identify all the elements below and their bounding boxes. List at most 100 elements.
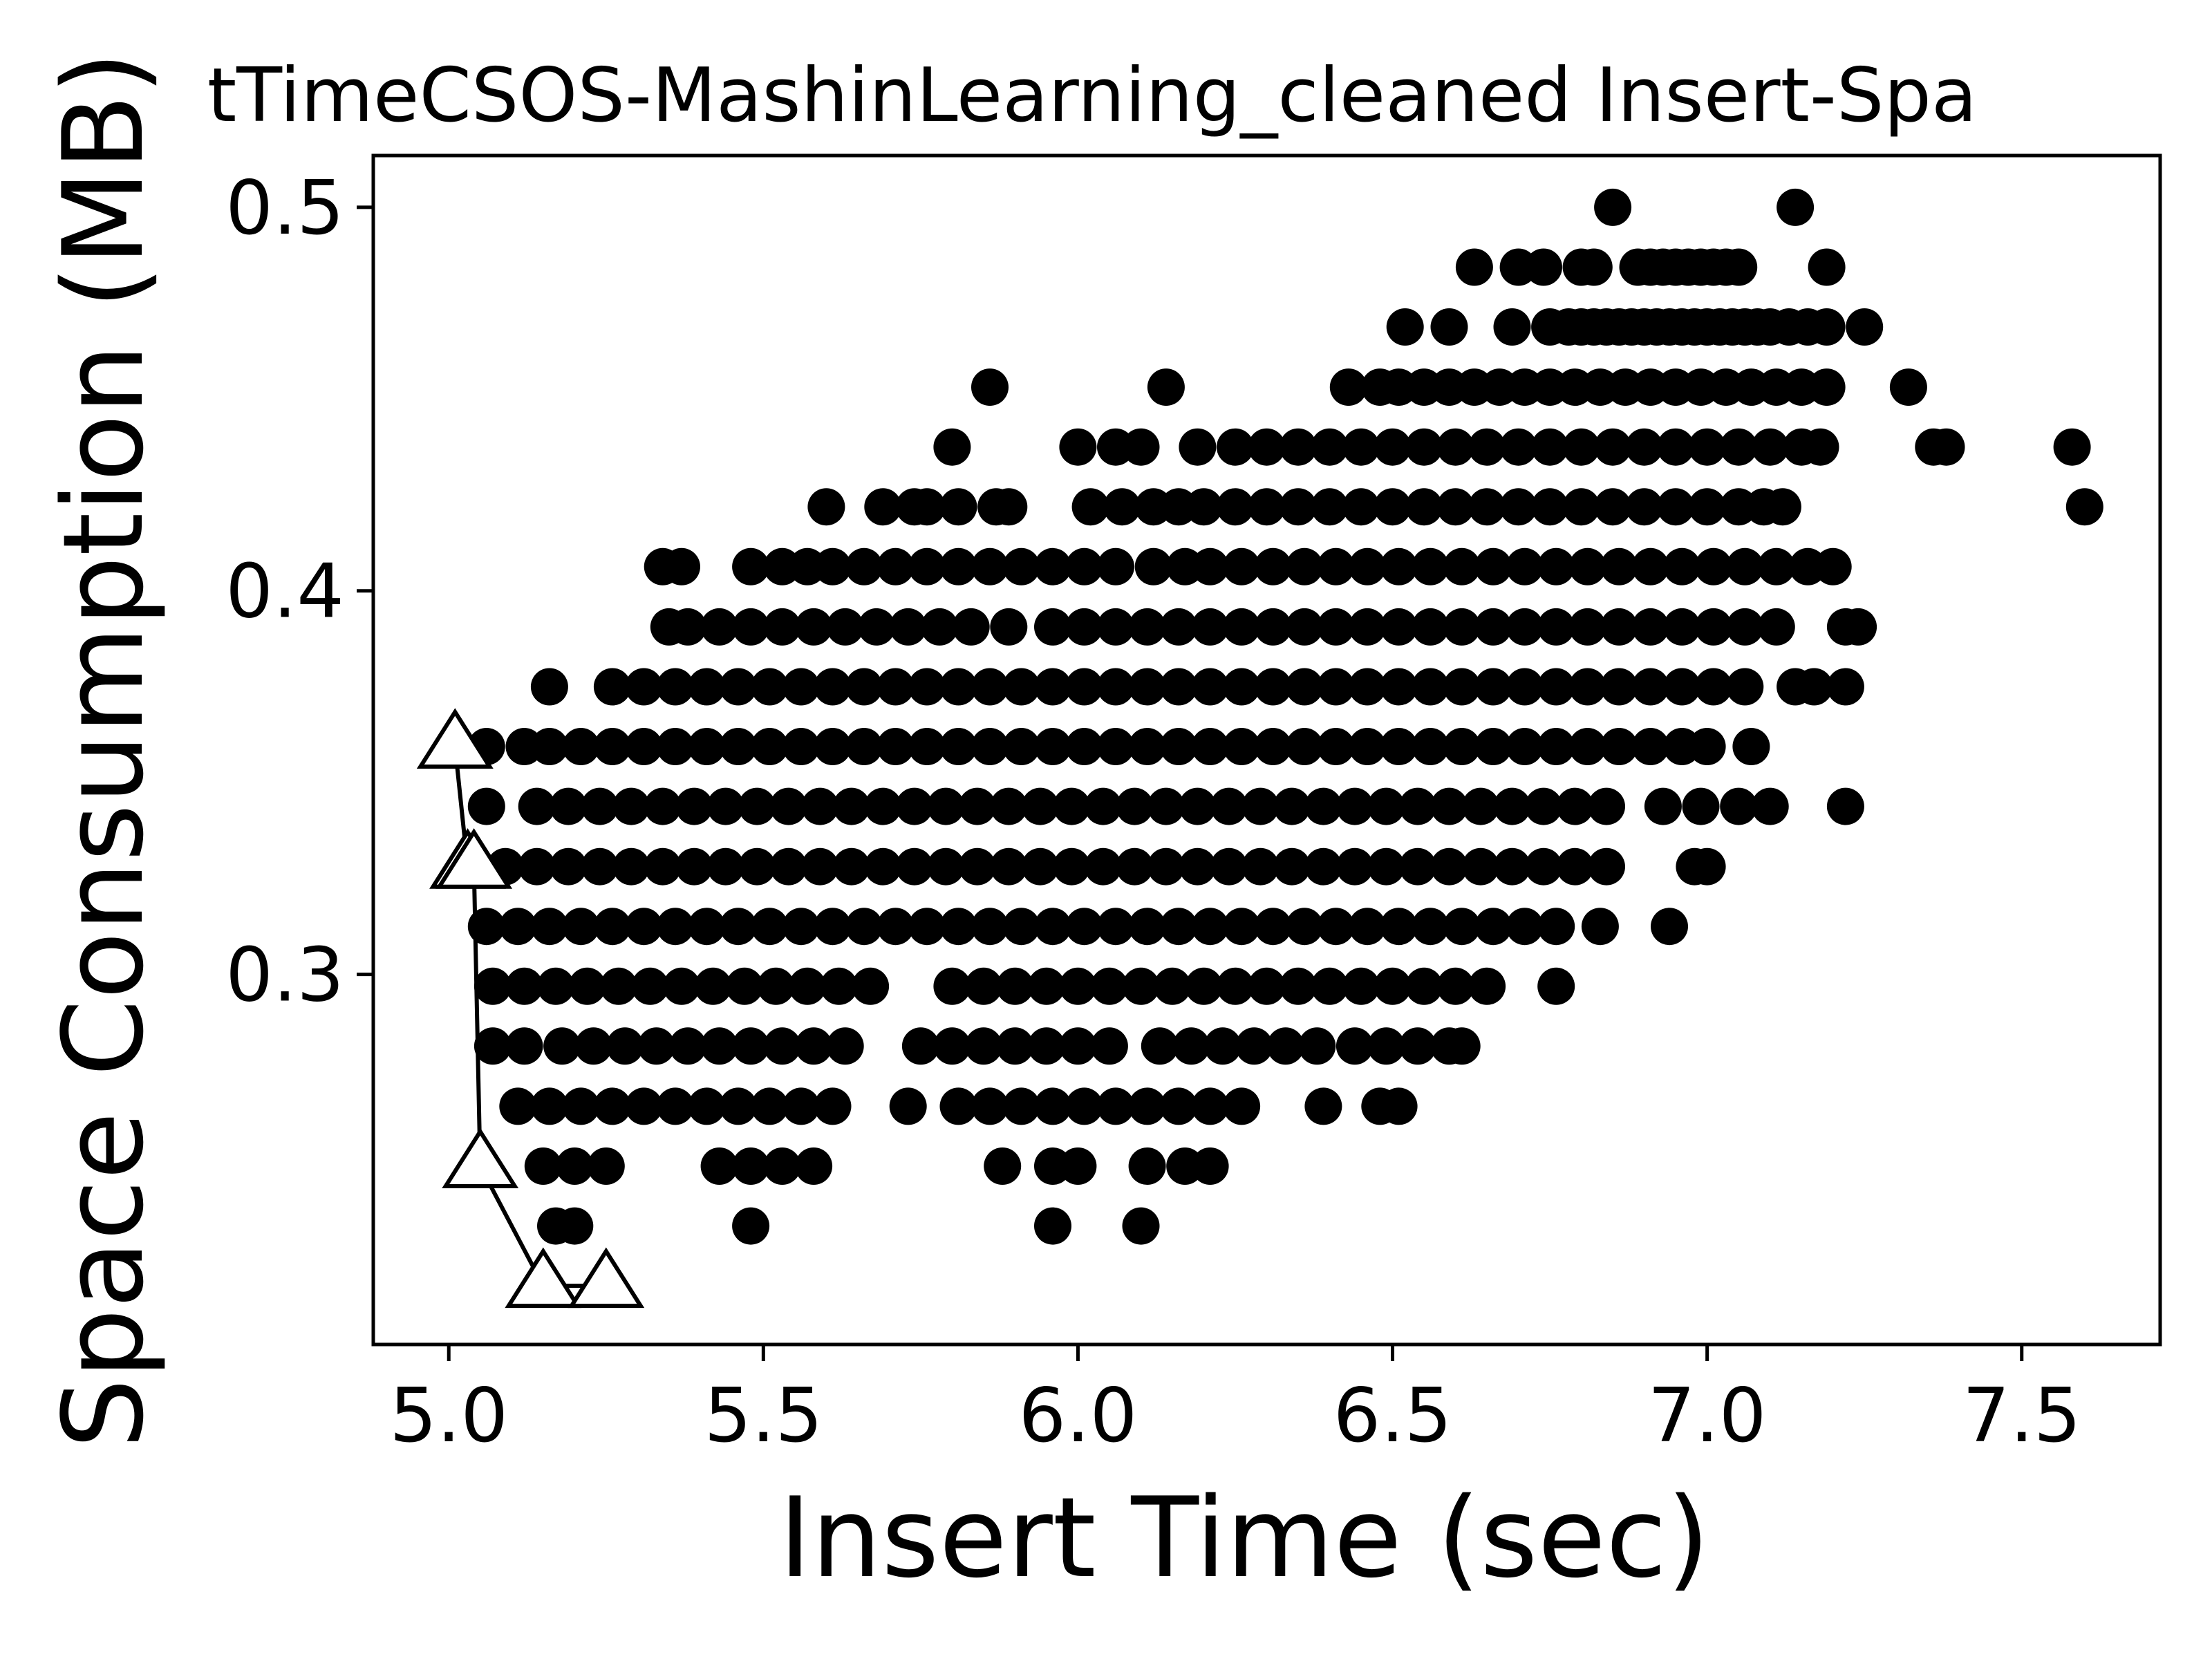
- data-point-7-10: [952, 608, 990, 646]
- data-point-8-35: [1663, 668, 1701, 706]
- data-point-14-15: [996, 1027, 1034, 1065]
- data-point-8-10: [877, 668, 915, 706]
- data-point-6-6: [845, 547, 883, 585]
- data-point-12-12: [845, 908, 883, 946]
- data-point-9-23: [1191, 728, 1229, 765]
- data-point-13-29: [1436, 967, 1474, 1005]
- data-point-10-34: [1556, 787, 1594, 825]
- data-point-9-6: [656, 728, 694, 765]
- data-point-8-37: [1726, 668, 1764, 706]
- data-point-11-8: [738, 847, 776, 885]
- data-point-14-21: [1203, 1027, 1241, 1065]
- data-point-12-3: [562, 908, 600, 946]
- data-point-9-20: [1097, 728, 1134, 765]
- data-point-12-22: [1160, 908, 1198, 946]
- data-point-13-12: [852, 967, 890, 1005]
- data-point-10-36: [1644, 787, 1682, 825]
- data-point-5-4: [939, 488, 977, 526]
- data-point-9-31: [1443, 728, 1481, 765]
- data-point-12-4: [593, 908, 631, 946]
- data-point-7-22: [1349, 608, 1387, 646]
- data-point-10-20: [1116, 787, 1154, 825]
- data-point-12-5: [625, 908, 663, 946]
- data-point-10-21: [1147, 787, 1185, 825]
- data-point-15-0: [499, 1087, 537, 1125]
- data-point-10-18: [1053, 787, 1091, 825]
- data-point-13-9: [757, 967, 795, 1005]
- data-point-4-6: [1248, 428, 1286, 466]
- data-point-8-29: [1474, 668, 1512, 706]
- data-point-15-8: [751, 1087, 789, 1125]
- data-point-1-13: [1720, 248, 1758, 286]
- data-point-6-23: [1380, 547, 1418, 585]
- data-point-6-37: [1814, 547, 1852, 585]
- data-point-14-9: [763, 1027, 801, 1065]
- data-point-4-26: [1927, 428, 1965, 466]
- data-point-9-37: [1631, 728, 1669, 765]
- data-point-8-28: [1443, 668, 1481, 706]
- data-point-6-25: [1443, 547, 1481, 585]
- data-point-11-34: [1556, 847, 1594, 885]
- data-point-13-14: [964, 967, 1002, 1005]
- data-point-5-21: [1499, 488, 1537, 526]
- data-point-7-21: [1317, 608, 1355, 646]
- data-point-8-14: [1002, 668, 1040, 706]
- frontier-point-4: [505, 1247, 582, 1309]
- data-point-7-11: [990, 608, 1028, 646]
- data-point-5-15: [1311, 488, 1349, 526]
- data-point-9-2: [530, 728, 568, 765]
- data-point-7-28: [1537, 608, 1575, 646]
- data-point-12-27: [1317, 908, 1355, 946]
- data-point-6-26: [1474, 547, 1512, 585]
- data-point-7-35: [1757, 608, 1795, 646]
- data-point-6-24: [1412, 547, 1450, 585]
- data-point-6-28: [1537, 547, 1575, 585]
- data-point-11-3: [581, 847, 619, 885]
- data-point-5-14: [1280, 488, 1317, 526]
- data-point-11-13: [895, 847, 933, 885]
- data-point-12-28: [1349, 908, 1387, 946]
- x-tick-label-5: 7.5: [1962, 1373, 2081, 1459]
- data-point-1-2: [1525, 248, 1562, 286]
- data-point-10-40: [1826, 787, 1864, 825]
- data-point-9-9: [751, 728, 789, 765]
- data-point-13-20: [1154, 967, 1191, 1005]
- data-point-14-16: [1027, 1027, 1065, 1065]
- data-point-16-12: [1191, 1147, 1229, 1185]
- data-point-9-22: [1160, 728, 1198, 765]
- data-point-10-6: [675, 787, 713, 825]
- data-point-9-14: [908, 728, 946, 765]
- data-point-12-16: [971, 908, 1009, 946]
- data-point-13-23: [1248, 967, 1286, 1005]
- data-point-6-21: [1317, 547, 1355, 585]
- data-point-11-14: [927, 847, 965, 885]
- data-point-9-26: [1286, 728, 1324, 765]
- data-point-6-27: [1506, 547, 1544, 585]
- data-point-10-8: [738, 787, 776, 825]
- data-point-15-5: [656, 1087, 694, 1125]
- data-point-14-17: [1059, 1027, 1097, 1065]
- data-point-7-23: [1380, 608, 1418, 646]
- data-point-5-25: [1625, 488, 1663, 526]
- data-point-10-10: [801, 787, 839, 825]
- data-point-5-23: [1562, 488, 1600, 526]
- data-point-8-25: [1349, 668, 1387, 706]
- data-point-9-15: [939, 728, 977, 765]
- data-point-7-18: [1223, 608, 1261, 646]
- data-point-12-14: [908, 908, 946, 946]
- data-point-9-8: [719, 728, 757, 765]
- data-point-14-12: [901, 1027, 939, 1065]
- data-point-9-35: [1568, 728, 1606, 765]
- x-tick-label-3: 6.5: [1333, 1373, 1452, 1459]
- data-point-11-17: [1021, 847, 1059, 885]
- data-point-14-29: [1443, 1027, 1481, 1065]
- data-point-4-8: [1311, 428, 1349, 466]
- data-point-14-20: [1172, 1027, 1210, 1065]
- data-point-7-1: [669, 608, 707, 646]
- data-point-10-32: [1493, 787, 1531, 825]
- data-point-12-34: [1537, 908, 1575, 946]
- data-point-7-9: [921, 608, 959, 646]
- data-point-8-19: [1160, 668, 1198, 706]
- data-point-8-7: [782, 668, 820, 706]
- data-point-12-9: [751, 908, 789, 946]
